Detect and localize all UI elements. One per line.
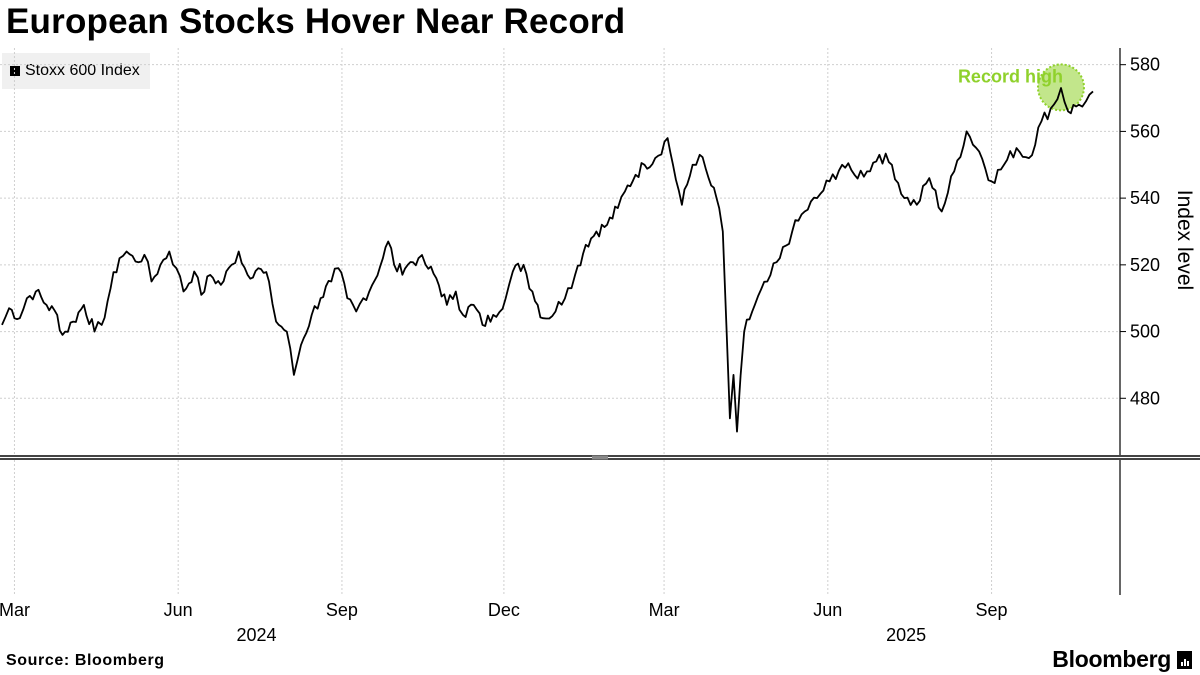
y-axis-label: Index level <box>1173 190 1196 290</box>
legend-swatch <box>10 66 20 76</box>
y-tick-label: 500 <box>1130 322 1160 342</box>
chart-gridlines <box>0 48 1120 595</box>
x-tick-label: Jun <box>164 600 193 620</box>
y-tick-label: 540 <box>1130 188 1160 208</box>
y-tick-label: 580 <box>1130 55 1160 75</box>
panel-divider-handle <box>592 455 608 460</box>
x-tick-label: Mar <box>649 600 680 620</box>
series-line-stoxx-600 <box>1 87 1094 433</box>
chart-legend: Stoxx 600 Index <box>2 53 150 89</box>
chart-tick-labels: 480 500 520 540 560 580 Mar Jun Sep Dec Mar Jun Sep 2… <box>0 55 1196 645</box>
record-high-label: Record high <box>958 66 1063 86</box>
y-tick-label: 520 <box>1130 255 1160 275</box>
x-tick-label: Jun <box>813 600 842 620</box>
y-tick-label: 560 <box>1130 121 1160 141</box>
page-title: European Stocks Hover Near Record <box>6 2 626 41</box>
chart-series <box>1 87 1094 433</box>
legend-label: Stoxx 600 Index <box>25 62 140 79</box>
chart-axes <box>0 48 1200 595</box>
x-tick-label: Sep <box>976 600 1008 620</box>
brand-name: Bloomberg <box>1052 646 1171 672</box>
bloomberg-terminal-icon <box>1177 650 1192 669</box>
x-tick-label: Sep <box>326 600 358 620</box>
year-label: 2025 <box>886 625 926 645</box>
source-note: Source: Bloomberg <box>6 652 165 669</box>
year-label: 2024 <box>236 625 276 645</box>
x-tick-label: Dec <box>488 600 520 620</box>
x-tick-label: Mar <box>0 600 30 620</box>
brand-logo: Bloomberg <box>1052 646 1192 673</box>
y-tick-label: 480 <box>1130 388 1160 408</box>
